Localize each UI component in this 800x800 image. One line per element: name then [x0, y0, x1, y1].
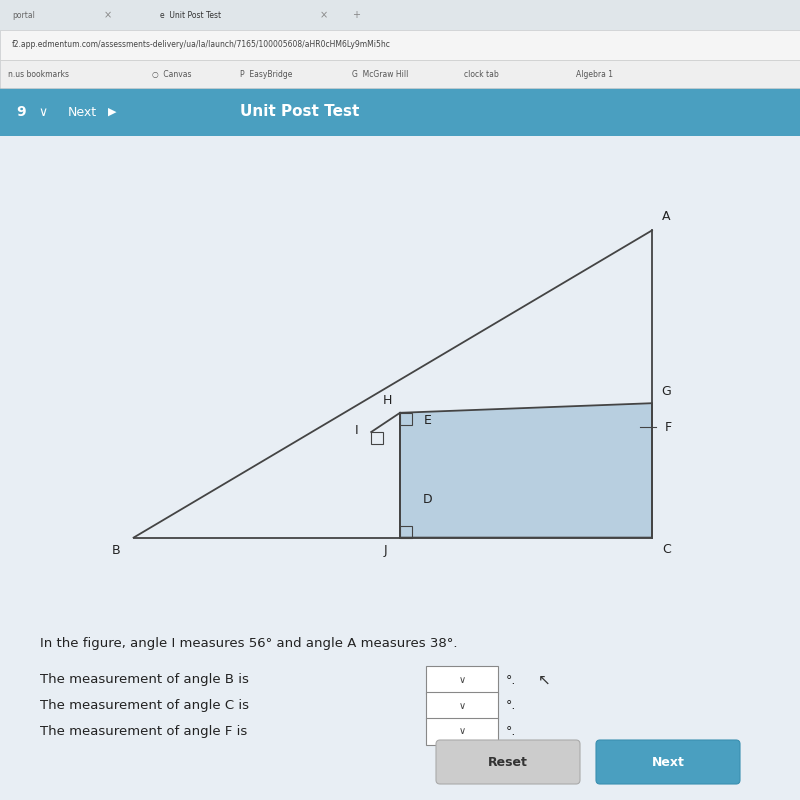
Text: I: I: [355, 424, 358, 437]
Text: Unit Post Test: Unit Post Test: [240, 105, 359, 119]
Text: n.us bookmarks: n.us bookmarks: [8, 70, 69, 79]
Text: C: C: [662, 543, 670, 556]
FancyBboxPatch shape: [426, 718, 498, 745]
Text: Algebra 1: Algebra 1: [576, 70, 613, 79]
Text: B: B: [112, 544, 120, 557]
Text: Next: Next: [651, 756, 685, 769]
Text: G  McGraw Hill: G McGraw Hill: [352, 70, 408, 79]
FancyBboxPatch shape: [426, 692, 498, 719]
FancyBboxPatch shape: [426, 666, 498, 694]
Text: H: H: [382, 394, 392, 406]
Text: D: D: [422, 493, 432, 506]
FancyBboxPatch shape: [596, 740, 740, 784]
Text: A: A: [662, 210, 670, 222]
Text: °.: °.: [506, 699, 516, 712]
Bar: [0, 60, 800, 88]
Text: f2.app.edmentum.com/assessments-delivery/ua/la/launch/7165/100005608/aHR0cHM6Ly9: f2.app.edmentum.com/assessments-delivery…: [12, 40, 391, 50]
Text: F: F: [665, 421, 671, 434]
Polygon shape: [400, 403, 652, 538]
Text: ↖: ↖: [538, 673, 550, 687]
Text: The measurement of angle F is: The measurement of angle F is: [40, 725, 247, 738]
Text: The measurement of angle C is: The measurement of angle C is: [40, 699, 249, 712]
FancyBboxPatch shape: [436, 740, 580, 784]
Text: The measurement of angle B is: The measurement of angle B is: [40, 674, 249, 686]
Text: Reset: Reset: [488, 756, 528, 769]
Text: portal: portal: [12, 10, 35, 20]
Bar: [0, 136, 800, 800]
Text: ∨: ∨: [458, 701, 466, 710]
Text: ▶: ▶: [108, 107, 117, 117]
Text: °.: °.: [506, 674, 516, 686]
Text: Next: Next: [68, 106, 97, 118]
Text: P  EasyBridge: P EasyBridge: [240, 70, 292, 79]
Text: ∨: ∨: [458, 726, 466, 736]
Text: clock tab: clock tab: [464, 70, 498, 79]
Text: ∨: ∨: [38, 106, 47, 118]
Text: ×: ×: [104, 10, 112, 20]
Text: °.: °.: [506, 725, 516, 738]
Bar: [0, 0, 800, 30]
Text: J: J: [384, 544, 387, 557]
Text: ×: ×: [320, 10, 328, 20]
Text: e  Unit Post Test: e Unit Post Test: [160, 10, 221, 20]
Text: 9: 9: [16, 105, 26, 119]
Text: ○  Canvas: ○ Canvas: [152, 70, 191, 79]
Bar: [0, 88, 800, 136]
Text: ∨: ∨: [458, 675, 466, 685]
Text: E: E: [423, 414, 431, 427]
Text: In the figure, angle I measures 56° and angle A measures 38°.: In the figure, angle I measures 56° and …: [40, 638, 458, 650]
Text: +: +: [352, 10, 360, 20]
Text: G: G: [662, 385, 671, 398]
Bar: [0, 30, 800, 60]
